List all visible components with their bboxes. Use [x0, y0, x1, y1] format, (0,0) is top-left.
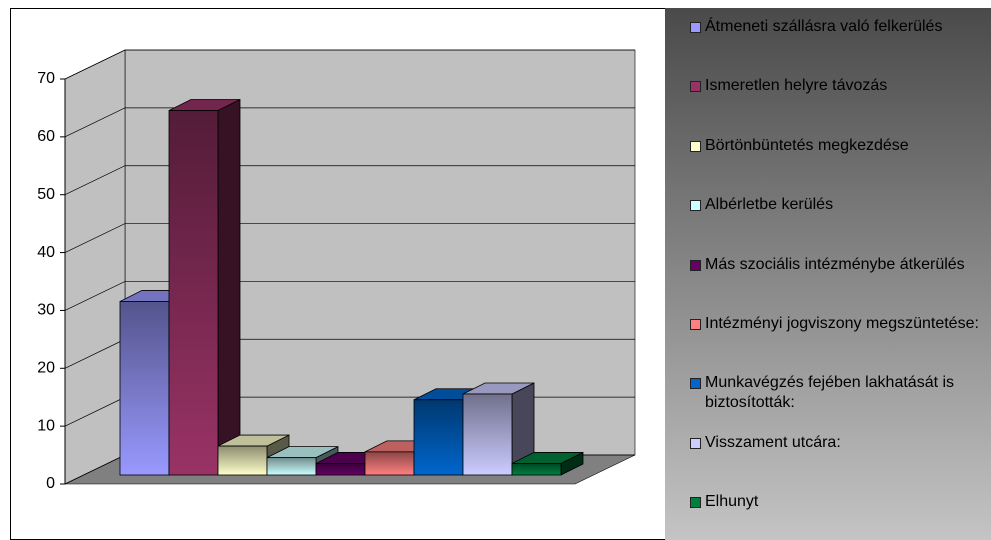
bar	[217, 445, 268, 476]
legend-label: Visszament utcára:	[705, 433, 841, 451]
legend-swatch	[690, 140, 701, 152]
legend-item: Elhunyt	[690, 492, 980, 512]
bar	[462, 393, 513, 476]
legend-item: Visszament utcára:	[690, 433, 980, 453]
legend-item: Átmeneti szállásra való felkerülés	[690, 17, 980, 37]
legend-swatch	[690, 22, 701, 33]
y-tick-label: 70	[37, 70, 55, 87]
legend-swatch	[690, 437, 701, 449]
legend-label: Intézményi jogviszony megszüntetése:	[705, 315, 979, 332]
grid-line	[64, 165, 635, 196]
grid-line	[64, 281, 635, 311]
bar-side	[217, 98, 241, 476]
bar	[511, 463, 562, 476]
legend-item: Börtönbüntetés megkezdése	[690, 136, 980, 156]
legend-swatch	[690, 319, 701, 330]
legend-swatch	[690, 259, 701, 271]
legend-swatch	[690, 81, 701, 93]
bar	[413, 399, 464, 476]
side-wall	[64, 49, 126, 485]
y-tick-label: 60	[37, 128, 55, 145]
legend-item: Albérletbe kerülés	[690, 195, 980, 215]
legend: Átmeneti szállásra való felkerülés Ismere…	[665, 8, 991, 540]
y-tick-label: 40	[37, 244, 55, 261]
legend-label: Ismeretlen helyre távozás	[705, 77, 888, 95]
y-tick-label: 50	[37, 186, 55, 203]
legend-item: Más szociális intézménybe átkerülés	[690, 255, 980, 275]
legend-label: Albérletbe kerülés	[705, 196, 834, 214]
legend-label: Munkavégzés fejében lakhatását is biztos…	[705, 374, 955, 412]
legend-item: Ismeretlen helyre távozás	[690, 76, 980, 96]
y-tick-label: 20	[37, 360, 55, 377]
bar	[364, 451, 415, 476]
bar	[119, 301, 170, 476]
y-tick-label: 30	[37, 302, 55, 319]
y-tick-label: 0	[46, 475, 55, 492]
legend-swatch	[690, 200, 701, 212]
bar	[315, 463, 366, 476]
bar	[266, 457, 317, 476]
legend-label: Elhunyt	[705, 493, 759, 511]
legend-item: Intézményi jogviszony megszüntetése:	[690, 314, 980, 334]
bar	[168, 110, 219, 476]
y-tick-label: 10	[37, 417, 55, 434]
grid-line	[64, 107, 635, 138]
legend-label: Más szociális intézménybe átkerülés	[705, 255, 965, 273]
grid-line	[64, 49, 635, 80]
legend-swatch	[690, 378, 701, 390]
legend-label: Átmeneti szállásra való felkerülés	[705, 18, 943, 35]
legend-item: Munkavégzés fejében lakhatását is biztos…	[690, 373, 980, 413]
grid-line	[64, 223, 635, 253]
legend-swatch	[690, 497, 701, 509]
legend-label: Börtönbüntetés megkezdése	[705, 136, 909, 154]
